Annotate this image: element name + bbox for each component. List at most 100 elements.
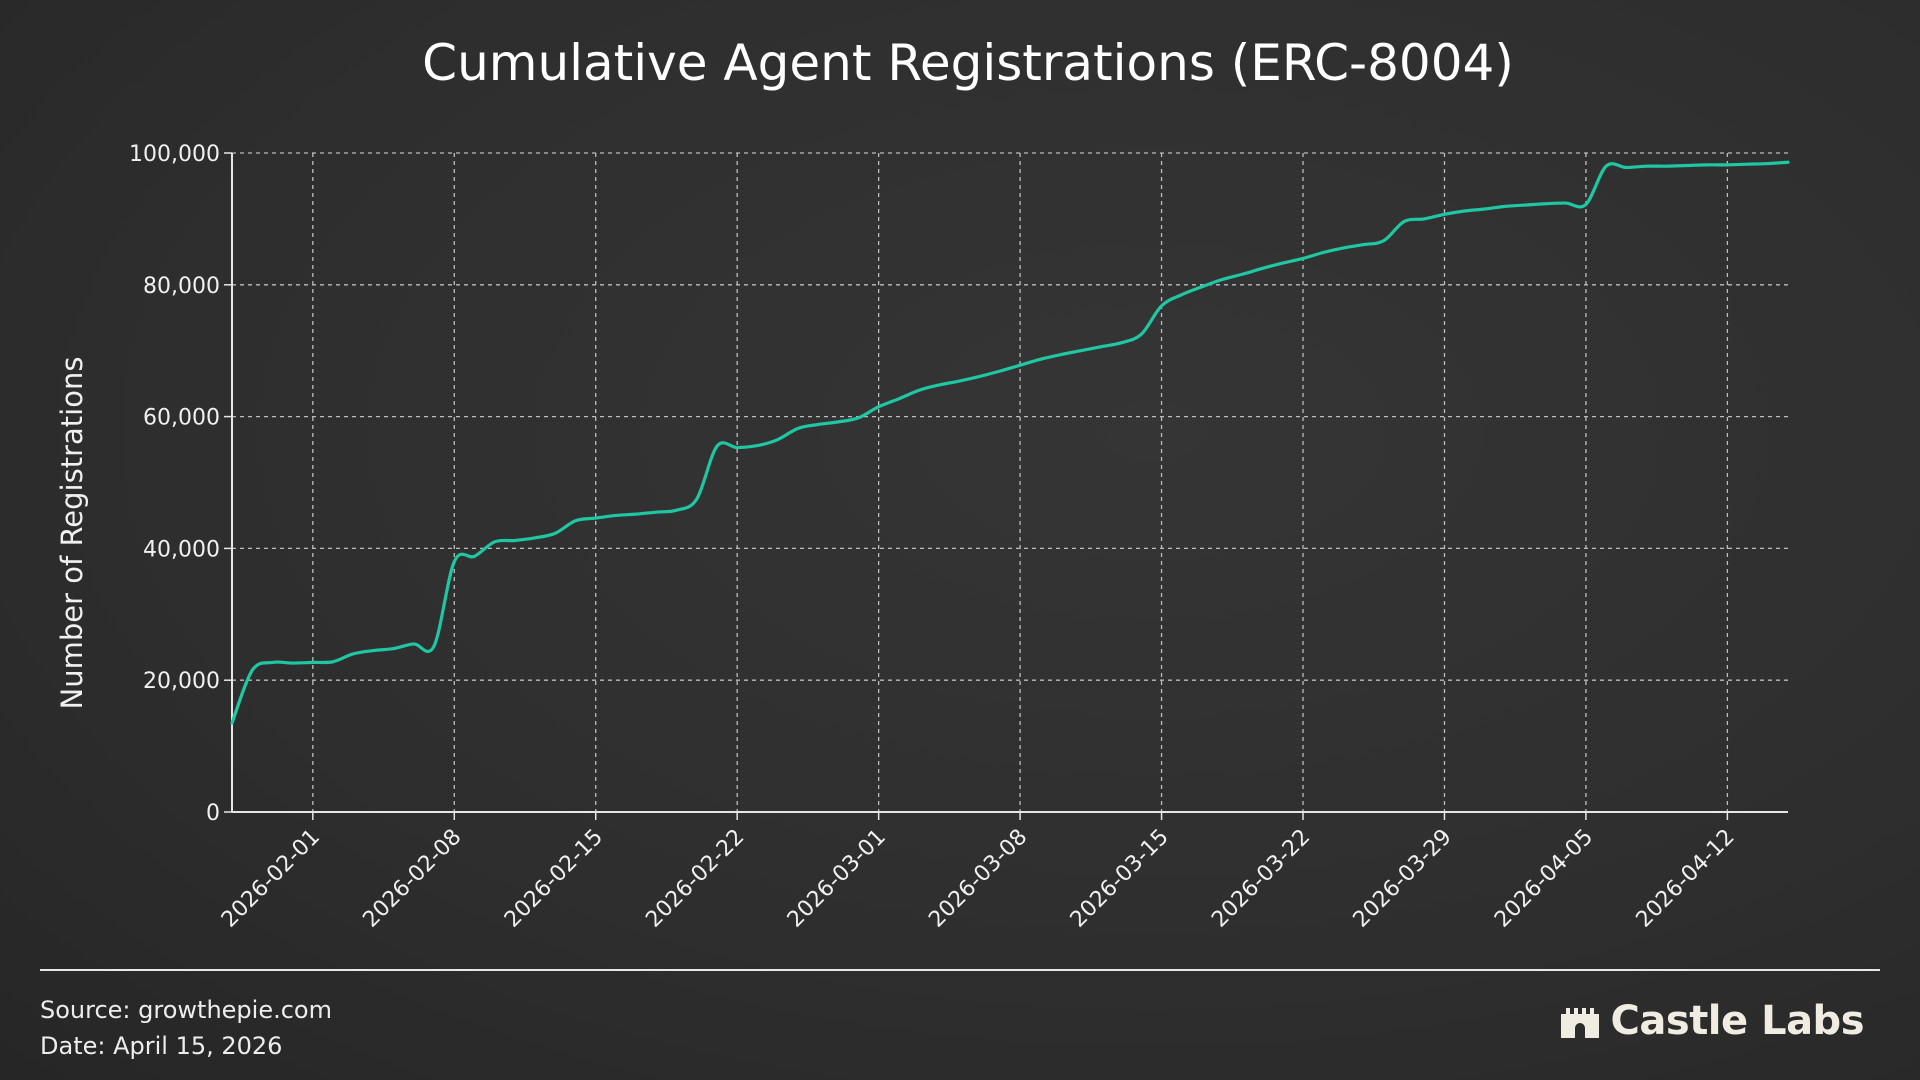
data-point — [1342, 246, 1345, 250]
data-point — [1301, 257, 1305, 260]
data-point — [1220, 278, 1224, 281]
source-text: Source: growthepie.com — [40, 996, 332, 1024]
data-point — [1725, 163, 1729, 167]
x-tick-label: 2026-03-01 — [783, 825, 891, 933]
data-point — [1079, 349, 1083, 353]
axes — [224, 152, 1788, 820]
y-tick-label: 100,000 — [129, 142, 220, 167]
data-point — [392, 647, 396, 650]
y-tick-label: 80,000 — [143, 274, 220, 299]
brand-name: Castle Labs — [1610, 998, 1865, 1044]
data-point — [836, 420, 840, 424]
data-point — [1604, 164, 1608, 168]
x-tick-label: 2026-04-12 — [1632, 825, 1740, 933]
x-tick-label: 2026-03-15 — [1066, 825, 1174, 933]
data-point — [1564, 201, 1568, 205]
data-point — [1422, 217, 1426, 221]
data-point — [493, 540, 497, 544]
data-point — [1261, 266, 1264, 270]
data-point — [1544, 202, 1547, 206]
x-tick-label: 2026-03-29 — [1349, 825, 1457, 933]
data-point — [351, 652, 355, 656]
data-point — [1362, 243, 1366, 247]
data-point — [432, 644, 436, 648]
grid-lines — [232, 152, 1788, 812]
data-point — [1321, 251, 1325, 254]
data-point — [311, 661, 315, 664]
data-point — [331, 660, 335, 664]
data-point — [1443, 212, 1446, 216]
data-point — [574, 519, 577, 523]
data-point — [614, 514, 618, 517]
data-point — [250, 668, 254, 672]
data-point — [695, 497, 699, 501]
data-point — [1139, 332, 1143, 336]
data-point — [675, 508, 678, 512]
date-text: Date: April 15, 2026 — [40, 1032, 283, 1060]
data-point — [271, 661, 274, 664]
data-point — [1705, 163, 1709, 167]
data-point — [1523, 203, 1527, 207]
castle-icon — [1560, 1008, 1599, 1038]
chart-title: Cumulative Agent Registrations (ERC-8004… — [422, 34, 1514, 92]
data-point — [553, 531, 557, 535]
data-point — [1402, 220, 1406, 223]
x-tick-label: 2026-04-05 — [1490, 825, 1598, 933]
data-point — [735, 446, 739, 449]
y-axis-label: Number of Registrations — [55, 357, 89, 710]
data-point — [1200, 285, 1204, 289]
series-line — [230, 160, 1790, 725]
x-tick-labels: 2026-02-01 2026-02-08 2026-02-15 2026-02-22… — [217, 825, 1740, 933]
data-point — [1645, 164, 1648, 168]
data-point — [1240, 272, 1244, 276]
data-point — [715, 444, 719, 448]
brand-logo: Castle Labs — [1559, 998, 1865, 1044]
data-point — [1160, 304, 1163, 308]
data-point — [1059, 353, 1062, 357]
data-point — [877, 405, 881, 409]
y-tick-labels: 0 20,000 40,000 60,000 80,000 100,000 — [129, 142, 220, 826]
data-point — [1483, 207, 1487, 211]
data-point — [654, 510, 658, 514]
data-point — [1665, 164, 1669, 168]
x-tick-label: 2026-02-08 — [358, 825, 466, 933]
data-point — [412, 642, 416, 646]
x-tick-label: 2026-03-22 — [1207, 825, 1315, 933]
data-point — [1786, 160, 1790, 164]
data-point — [533, 536, 537, 540]
data-point — [816, 423, 820, 426]
x-tick-label: 2026-02-01 — [217, 825, 325, 933]
data-point — [513, 539, 517, 542]
x-tick-label: 2026-03-08 — [924, 825, 1032, 933]
data-point — [998, 369, 1002, 373]
y-tick-label: 0 — [206, 801, 220, 826]
data-point — [897, 397, 901, 401]
y-tick-label: 20,000 — [143, 669, 220, 694]
data-point — [1382, 239, 1386, 243]
data-point — [756, 444, 759, 447]
data-point — [1503, 204, 1507, 208]
data-point — [978, 375, 982, 378]
data-point — [1099, 345, 1103, 349]
data-point — [1038, 357, 1042, 361]
data-point — [917, 388, 921, 392]
data-point — [1119, 341, 1123, 345]
y-tick-label: 60,000 — [143, 406, 220, 431]
data-point — [1180, 293, 1184, 297]
x-tick-label: 2026-02-22 — [641, 825, 749, 933]
data-point — [1463, 209, 1467, 213]
data-point — [473, 554, 476, 558]
y-tick-label: 40,000 — [143, 537, 220, 562]
data-point — [452, 560, 456, 563]
data-point — [634, 512, 638, 516]
data-point — [230, 721, 234, 725]
data-point — [796, 427, 800, 430]
line-chart: Cumulative Agent Registrations (ERC-8004… — [55, 34, 1790, 933]
data-point — [937, 383, 941, 387]
data-point — [1281, 261, 1285, 265]
x-tick-label: 2026-02-15 — [500, 825, 608, 933]
data-point — [776, 438, 780, 442]
data-point — [1746, 162, 1749, 166]
data-point — [372, 649, 375, 652]
footer-divider — [40, 969, 1880, 971]
